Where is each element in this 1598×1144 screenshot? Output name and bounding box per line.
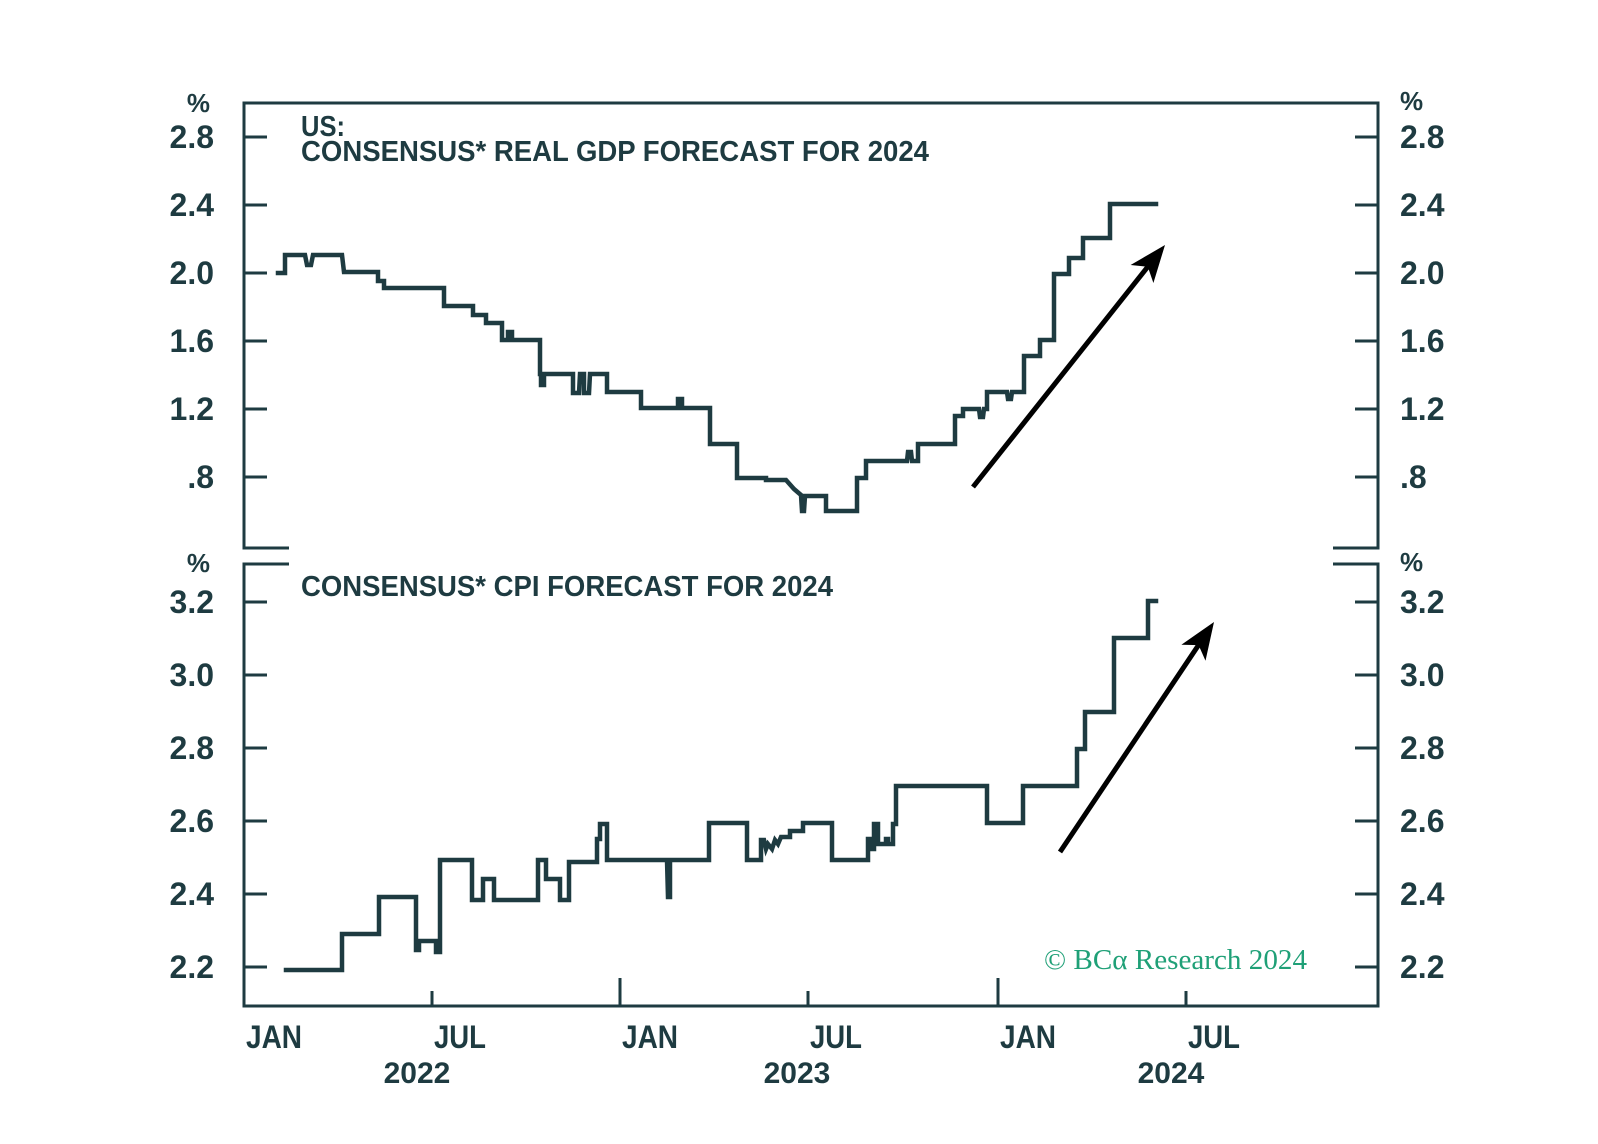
svg-text:2.4: 2.4 (170, 876, 215, 912)
svg-text:© BCα Research 2024: © BCα Research 2024 (1044, 944, 1307, 976)
svg-text:JUL: JUL (1188, 1019, 1240, 1055)
svg-text:US:: US: (301, 111, 345, 143)
svg-text:%: % (1400, 86, 1423, 116)
svg-text:2.0: 2.0 (1400, 255, 1444, 291)
svg-text:2024: 2024 (1138, 1057, 1205, 1090)
svg-text:2023: 2023 (764, 1057, 831, 1090)
svg-text:1.2: 1.2 (170, 391, 214, 427)
svg-text:2.6: 2.6 (170, 803, 214, 839)
svg-text:%: % (187, 548, 210, 578)
svg-text:CONSENSUS* CPI FORECAST FOR 20: CONSENSUS* CPI FORECAST FOR 2024 (301, 571, 833, 603)
svg-text:2.2: 2.2 (1400, 949, 1444, 985)
svg-text:2.8: 2.8 (1400, 119, 1444, 155)
svg-text:2.4: 2.4 (170, 187, 215, 223)
svg-text:3.2: 3.2 (1400, 584, 1444, 620)
svg-text:3.0: 3.0 (170, 657, 214, 693)
svg-text:JUL: JUL (810, 1019, 862, 1055)
svg-text:3.2: 3.2 (170, 584, 214, 620)
svg-text:JAN: JAN (1000, 1019, 1056, 1055)
svg-text:2.8: 2.8 (1400, 730, 1444, 766)
svg-text:2.8: 2.8 (170, 730, 214, 766)
svg-text:%: % (1400, 547, 1423, 577)
svg-text:JAN: JAN (246, 1019, 302, 1055)
svg-text:JUL: JUL (434, 1019, 486, 1055)
svg-text:2.8: 2.8 (170, 119, 214, 155)
svg-text:.8: .8 (187, 459, 214, 495)
svg-text:.8: .8 (1400, 459, 1427, 495)
svg-text:2.0: 2.0 (170, 255, 214, 291)
svg-text:%: % (187, 88, 210, 118)
svg-text:CONSENSUS* REAL GDP FORECAST F: CONSENSUS* REAL GDP FORECAST FOR 2024 (301, 136, 929, 168)
svg-text:1.6: 1.6 (170, 323, 214, 359)
svg-text:1.6: 1.6 (1400, 323, 1444, 359)
svg-text:2.2: 2.2 (170, 949, 214, 985)
svg-text:2022: 2022 (384, 1057, 451, 1090)
svg-text:1.2: 1.2 (1400, 391, 1444, 427)
svg-text:2.6: 2.6 (1400, 803, 1444, 839)
svg-text:2.4: 2.4 (1400, 187, 1445, 223)
svg-text:JAN: JAN (622, 1019, 678, 1055)
svg-text:2.4: 2.4 (1400, 876, 1445, 912)
svg-text:3.0: 3.0 (1400, 657, 1444, 693)
